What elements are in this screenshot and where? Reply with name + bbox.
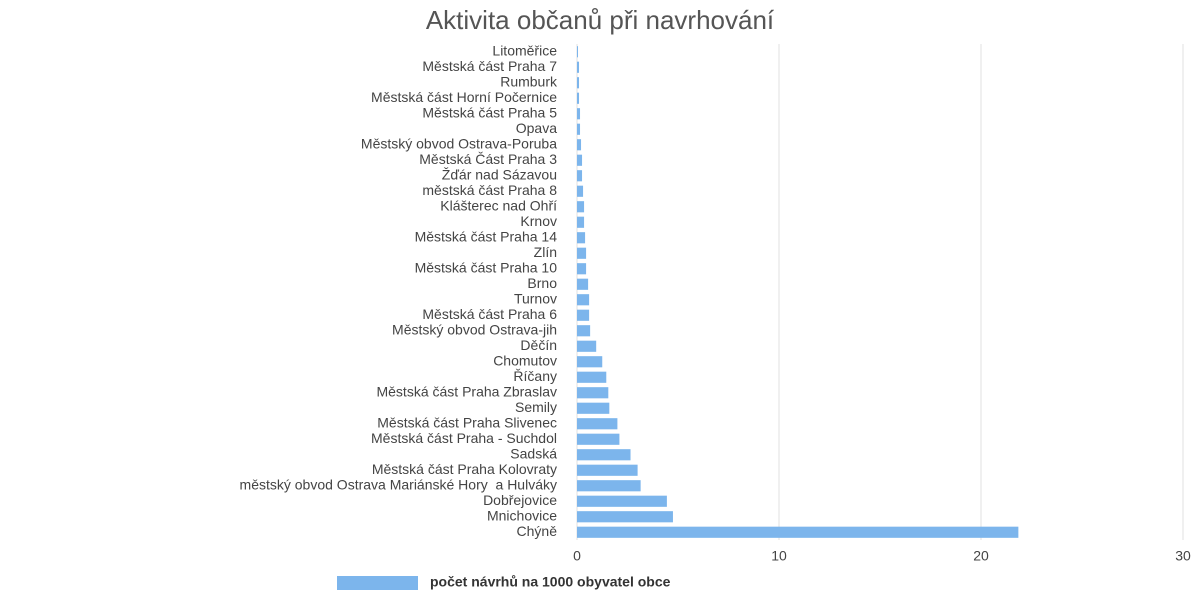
bar [577, 92, 580, 104]
y-tick-label: Opava [516, 120, 557, 136]
bar [577, 387, 609, 399]
bar [577, 263, 587, 275]
y-tick-label: Sadská [510, 445, 557, 461]
y-tick-label: Říčany [513, 368, 557, 384]
bar [577, 449, 631, 461]
bar [577, 170, 583, 182]
y-tick-label: Semily [515, 399, 557, 415]
y-tick-label: Dobřejovice [483, 492, 557, 508]
y-tick-label: Turnov [514, 290, 557, 306]
bar [577, 325, 591, 337]
legend-label: počet návrhů na 1000 obyvatel obce [430, 574, 671, 590]
y-tick-label: Litoměřice [492, 42, 557, 58]
x-tick-label: 30 [1175, 548, 1191, 564]
y-tick-label: městský obvod Ostrava Mariánské Hory a H… [240, 476, 557, 492]
bar [577, 371, 607, 383]
y-tick-label: městská část Praha 8 [422, 182, 557, 198]
bar [577, 464, 638, 476]
bar [577, 123, 581, 135]
x-tick-label: 10 [771, 548, 787, 564]
bar [577, 232, 586, 244]
y-tick-label: Zlín [534, 244, 557, 260]
y-tick-label: Městská část Praha 14 [415, 228, 558, 244]
y-tick-label: Městský obvod Ostrava-jih [392, 321, 557, 337]
y-tick-label: Rumburk [500, 73, 558, 89]
y-tick-label: Městská část Horní Počernice [371, 89, 557, 105]
y-tick-label: Městská část Praha 6 [422, 306, 557, 322]
bar [577, 418, 618, 430]
y-tick-label: Městská část Praha Slivenec [377, 414, 557, 430]
y-tick-label: Krnov [520, 213, 557, 229]
bar [577, 108, 581, 120]
bar [577, 433, 620, 445]
bar [577, 139, 582, 151]
y-tick-label: Klášterec nad Ohří [440, 197, 557, 213]
y-tick-label: Městská část Praha Kolovraty [372, 461, 557, 477]
y-tick-label: Žďár nad Sázavou [442, 166, 557, 182]
bar [577, 201, 585, 213]
x-tick-label: 0 [573, 548, 581, 564]
bar [577, 480, 641, 492]
y-tick-label: Mnichovice [487, 507, 557, 523]
bar [577, 154, 583, 166]
y-tick-label: Brno [527, 275, 557, 291]
bar [577, 511, 673, 523]
bar [577, 77, 580, 89]
x-tick-label: 20 [973, 548, 989, 564]
bar [577, 294, 590, 306]
y-tick-label: Děčín [520, 337, 557, 353]
bar [577, 526, 1019, 538]
legend-swatch [337, 576, 418, 590]
bar [577, 340, 597, 352]
y-tick-label: Městská část Praha - Suchdol [371, 430, 557, 446]
y-tick-label: Městská Část Praha 3 [419, 151, 557, 167]
chart-title: Aktivita občanů při navrhování [426, 5, 775, 35]
bar [577, 402, 610, 414]
y-tick-label: Městská část Praha Zbraslav [376, 383, 557, 399]
y-tick-label: Městská část Praha 5 [422, 104, 557, 120]
bar [577, 216, 585, 228]
y-tick-label: Městská část Praha 10 [415, 259, 558, 275]
bar [577, 247, 587, 259]
bar [577, 309, 590, 321]
y-tick-label: Chýně [517, 523, 558, 539]
bar [577, 185, 584, 197]
bar [577, 356, 603, 368]
y-tick-label: Chomutov [493, 352, 557, 368]
y-tick-label: Městský obvod Ostrava-Poruba [361, 135, 557, 151]
bar [577, 46, 579, 58]
y-tick-label: Městská část Praha 7 [422, 58, 557, 74]
bar [577, 61, 580, 73]
bar [577, 495, 667, 507]
bar [577, 278, 589, 290]
